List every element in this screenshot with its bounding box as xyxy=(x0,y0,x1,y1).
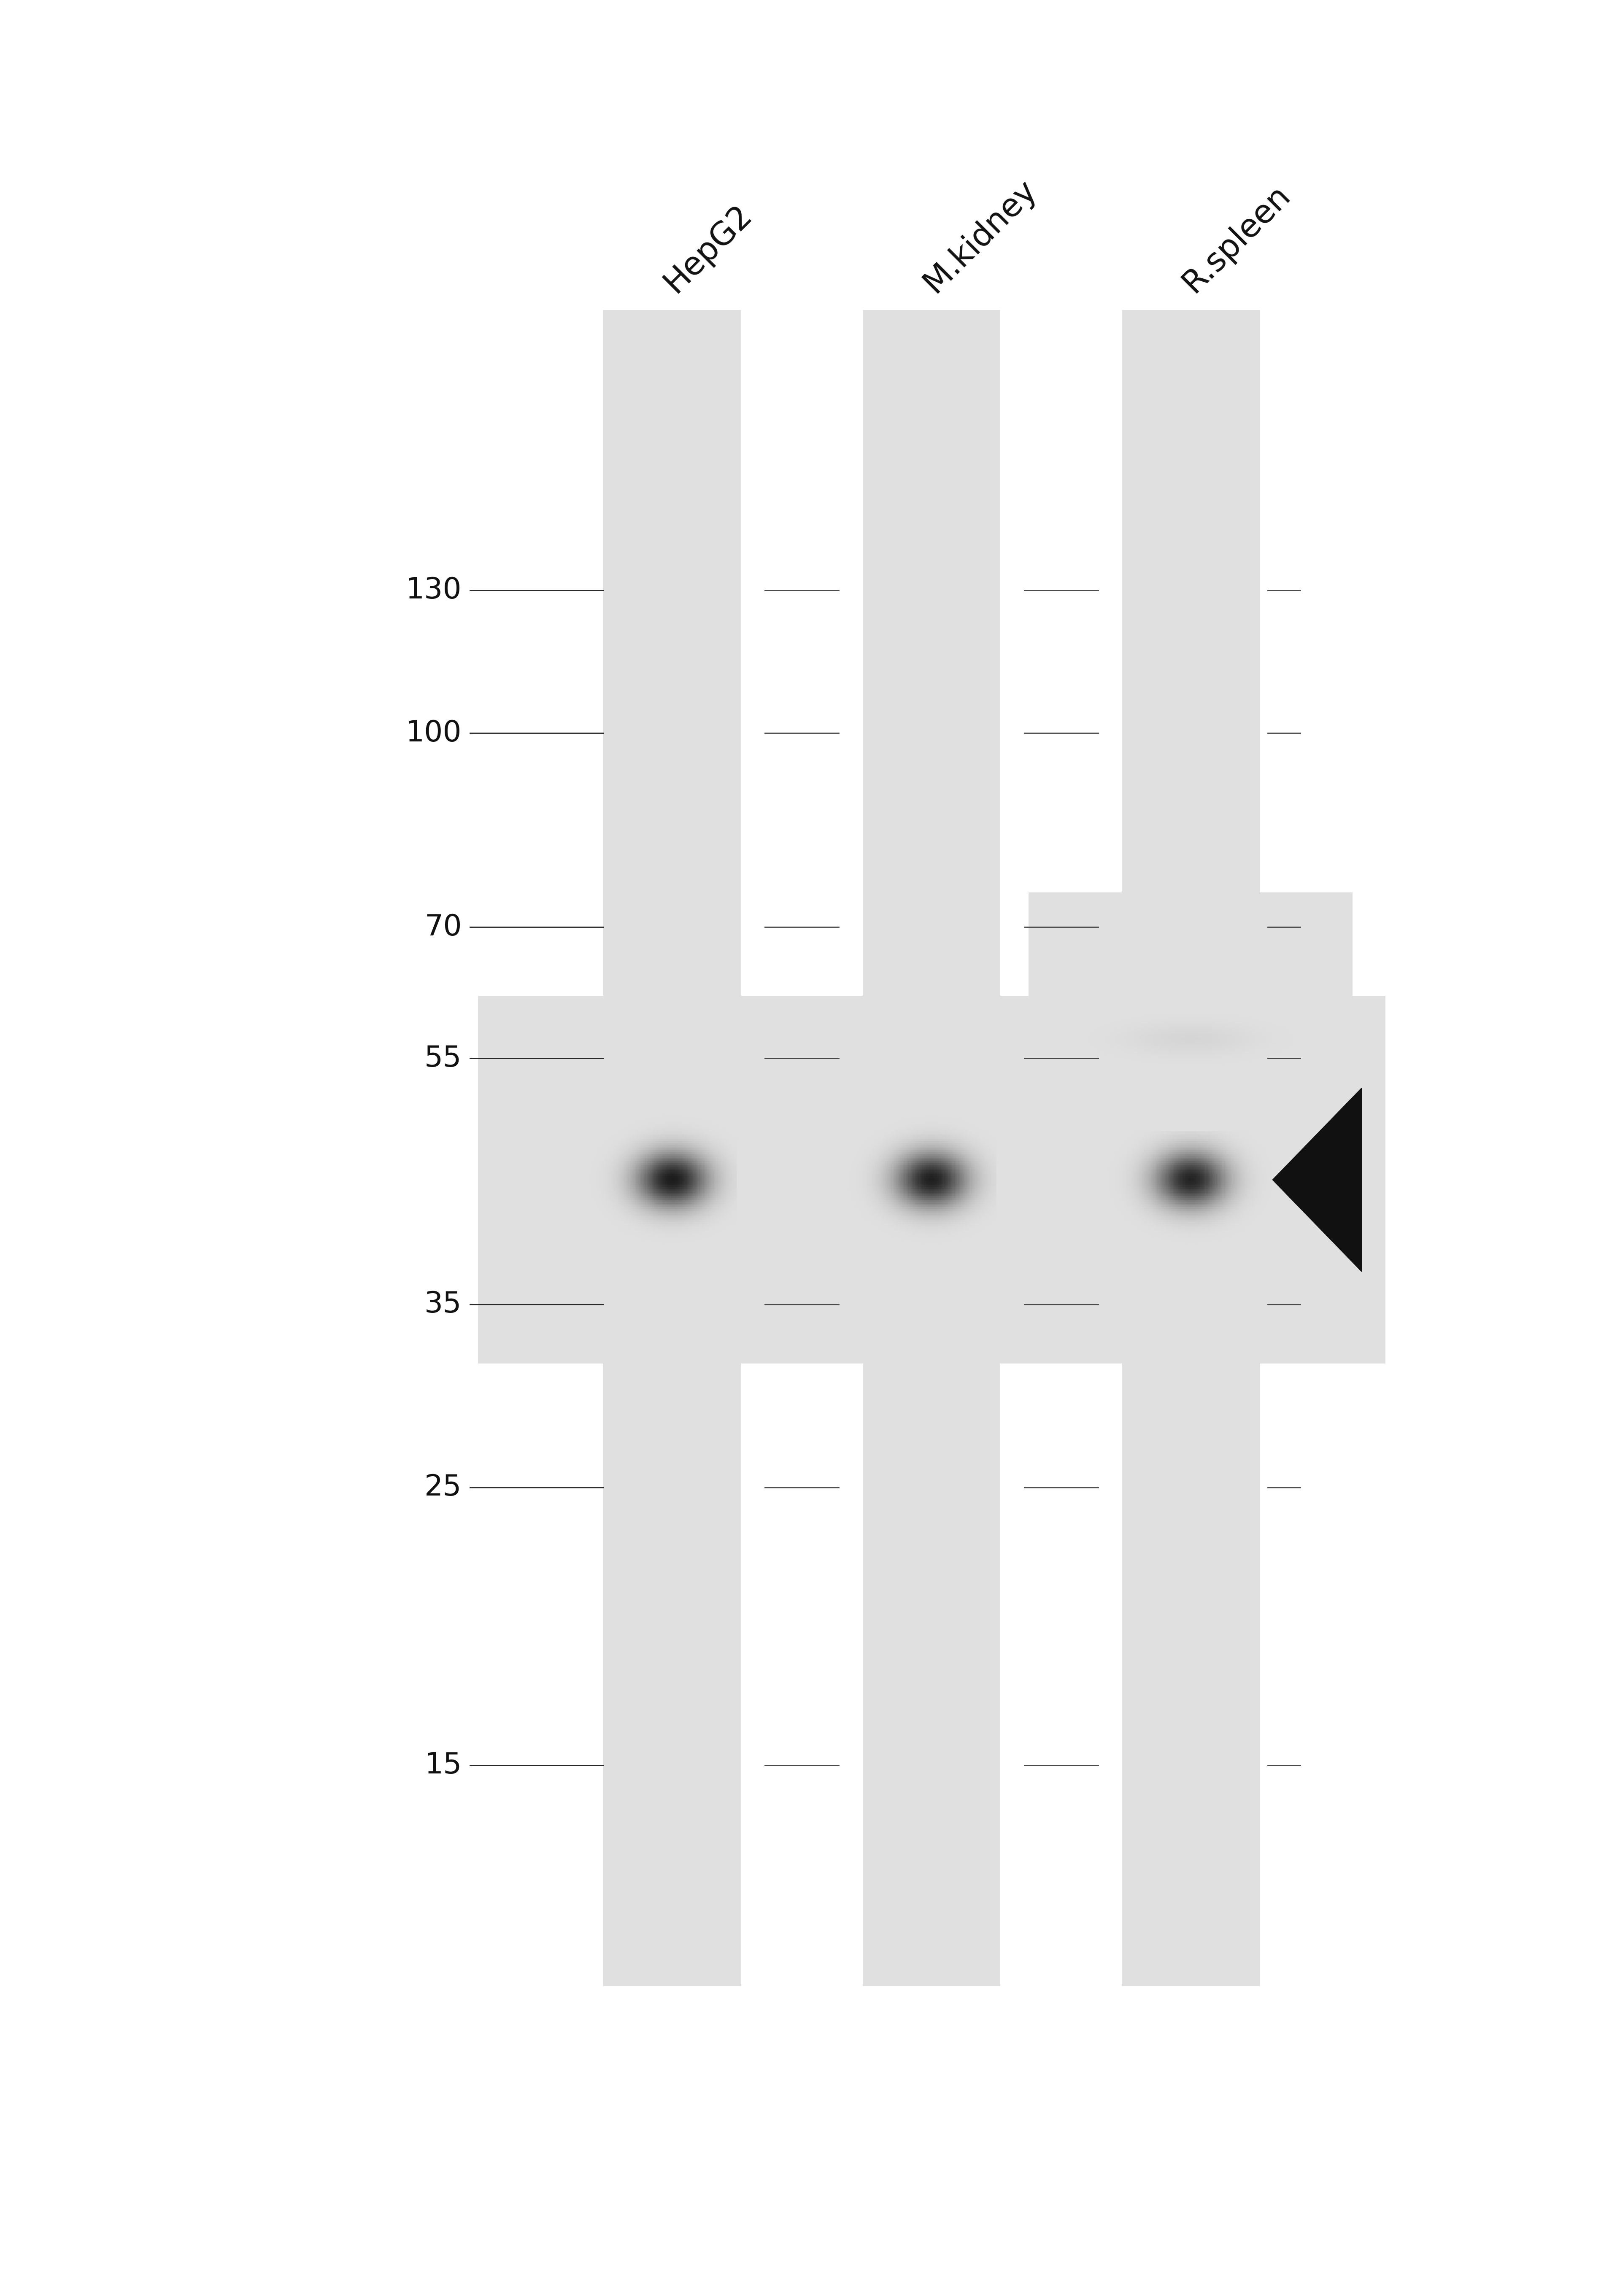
Text: 100: 100 xyxy=(405,719,462,746)
Text: R.spleen: R.spleen xyxy=(1176,179,1296,298)
Text: 130: 130 xyxy=(405,576,462,604)
Text: 55: 55 xyxy=(424,1045,462,1072)
Text: M.kidney: M.kidney xyxy=(917,174,1043,298)
Text: 25: 25 xyxy=(424,1474,462,1502)
Bar xyxy=(603,310,742,1986)
Text: 35: 35 xyxy=(424,1290,462,1318)
Polygon shape xyxy=(1272,1088,1361,1272)
Text: 70: 70 xyxy=(424,914,462,941)
Text: 15: 15 xyxy=(424,1752,462,1779)
Bar xyxy=(1121,310,1259,1986)
Bar xyxy=(862,310,1000,1986)
Text: HepG2: HepG2 xyxy=(658,200,758,298)
